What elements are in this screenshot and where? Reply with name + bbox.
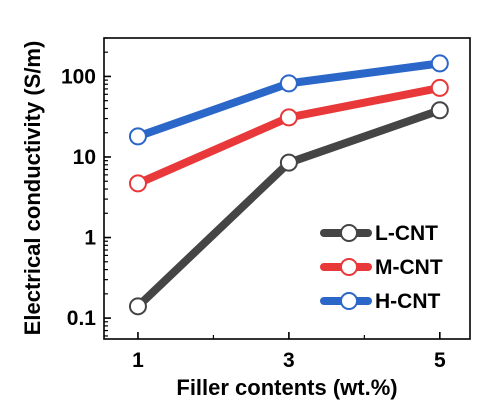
x-axis-title: Filler contents (wt.%) [176, 375, 397, 400]
data-point-h-cnt [430, 54, 449, 73]
data-point-m-cnt [430, 78, 449, 97]
x-tick-label: 3 [283, 349, 295, 372]
y-tick-label: 0.1 [67, 307, 97, 330]
legend: L-CNT M-CNT H-CNT [320, 222, 443, 313]
data-point-m-cnt [279, 108, 298, 127]
data-point-l-cnt [128, 297, 147, 316]
data-point-h-cnt [279, 74, 298, 93]
x-axis-ticks: 1 3 5 [132, 332, 446, 372]
y-tick-label: 1 [84, 227, 96, 250]
legend-marker-l-cnt [340, 224, 358, 242]
x-tick-label: 5 [434, 349, 446, 372]
data-point-m-cnt [128, 174, 147, 193]
legend-label-m-cnt: M-CNT [375, 256, 443, 279]
legend-label-h-cnt: H-CNT [375, 290, 440, 313]
data-point-h-cnt [128, 127, 147, 146]
series-group [128, 54, 449, 316]
y-axis-ticks: 0.1 1 10 100 [61, 37, 111, 337]
y-tick-label: 10 [73, 146, 96, 169]
y-axis-title: Electrical conductivity (S/m) [20, 41, 45, 336]
legend-label-l-cnt: L-CNT [375, 222, 438, 245]
data-point-l-cnt [430, 101, 449, 120]
x-tick-label: 1 [132, 349, 144, 372]
legend-marker-m-cnt [340, 258, 358, 276]
y-tick-label: 100 [61, 65, 96, 88]
legend-marker-h-cnt [340, 292, 358, 310]
data-point-l-cnt [279, 153, 298, 172]
